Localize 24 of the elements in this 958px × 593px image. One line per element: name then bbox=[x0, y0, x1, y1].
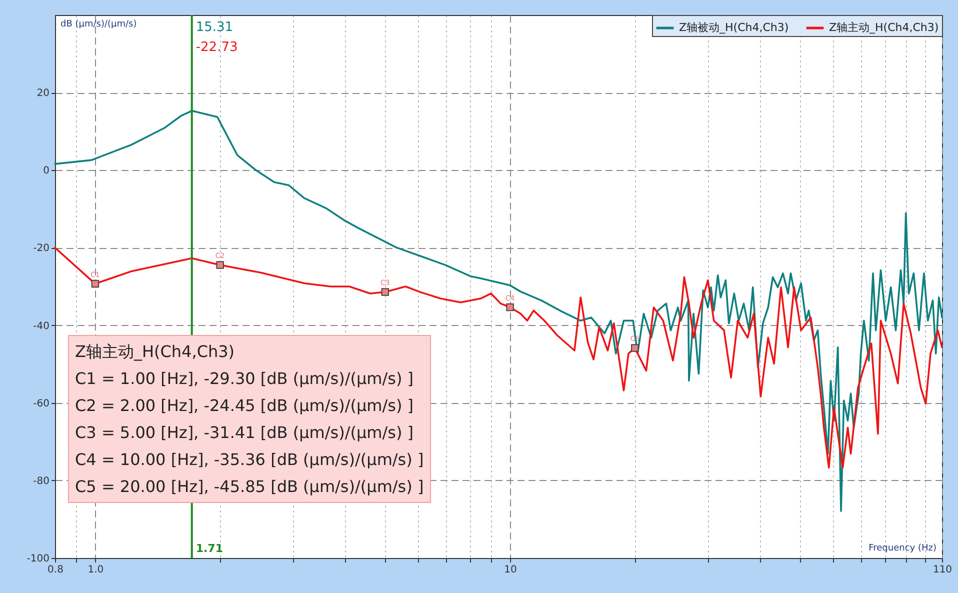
annotation: C4 = 10.00 [Hz], -35.36 [dB (µm/s)/(µm/s) ] bbox=[75, 449, 424, 471]
annotation: 15.31 bbox=[196, 20, 234, 35]
y-tick-label: -60 bbox=[33, 398, 50, 410]
y-tick-label: -100 bbox=[26, 554, 50, 564]
x-axis-title: Frequency (Hz) bbox=[868, 544, 936, 554]
annotation: C3 = 5.00 [Hz], -31.41 [dB (µm/s)/(µm/s) ] bbox=[75, 422, 415, 444]
annotation: C2 = 2.00 [Hz], -24.45 [dB (µm/s)/(µm/s) ] bbox=[75, 395, 415, 417]
legend-label: Z轴主动_H(Ch4,Ch3) bbox=[829, 21, 939, 34]
y-tick-label: -80 bbox=[33, 476, 50, 487]
annotation: -22.73 bbox=[196, 40, 238, 55]
y-tick-label: -20 bbox=[33, 243, 50, 254]
x-tick-label: 110 bbox=[932, 564, 952, 576]
y-tick-label: 20 bbox=[36, 88, 50, 100]
legend-label: Z轴被动_H(Ch4,Ch3) bbox=[679, 21, 789, 34]
ref-line-label: 1.71 bbox=[196, 542, 223, 555]
y-tick-label: 0 bbox=[43, 166, 50, 177]
x-tick-label: 0.8 bbox=[48, 564, 64, 576]
annotation: Z轴主动_H(Ch4,Ch3) bbox=[75, 341, 236, 363]
annotation: C5 = 20.00 [Hz], -45.85 [dB (µm/s)/(µm/s) ] bbox=[75, 476, 424, 498]
y-tick-label: -40 bbox=[33, 320, 50, 332]
annotation: C1 = 1.00 [Hz], -29.30 [dB (µm/s)/(µm/s) ] bbox=[75, 368, 415, 390]
x-tick-label: 10 bbox=[504, 564, 517, 576]
x-tick-label: 1.0 bbox=[88, 564, 104, 576]
y-axis-title: dB (µm/s)/(µm/s) bbox=[60, 20, 137, 30]
